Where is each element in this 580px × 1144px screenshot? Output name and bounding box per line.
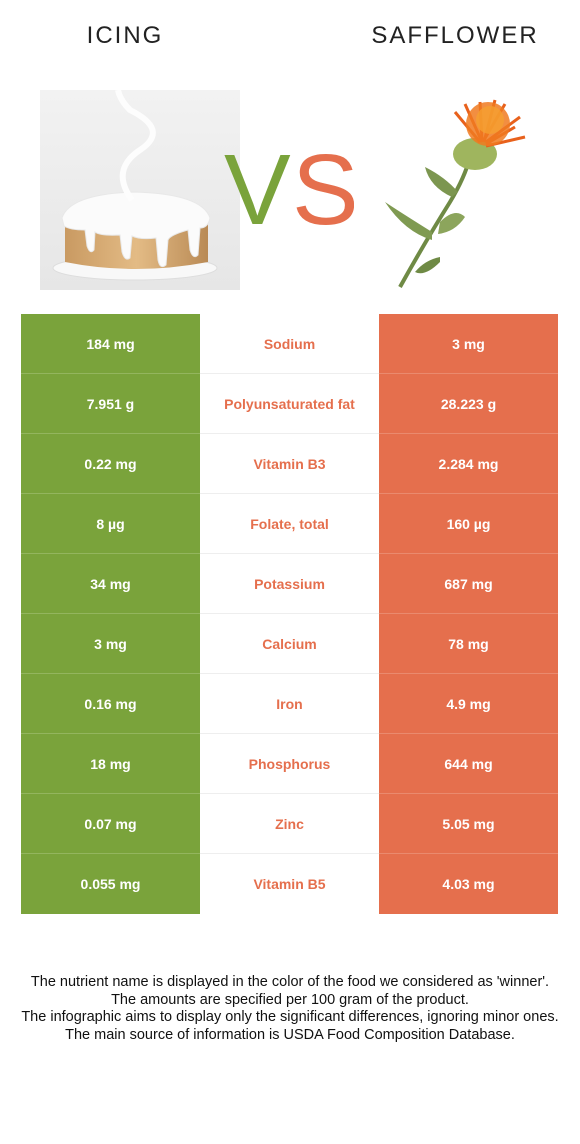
nutrient-name: Sodium [200, 314, 379, 374]
right-value: 644 mg [379, 734, 558, 794]
svg-text:S: S [292, 134, 354, 232]
nutrient-name: Zinc [200, 794, 379, 854]
nutrient-name: Vitamin B3 [200, 434, 379, 494]
nutrient-name: Potassium [200, 554, 379, 614]
svg-text:V: V [224, 134, 291, 232]
nutrient-name: Phosphorus [200, 734, 379, 794]
table-row: 34 mg Potassium 687 mg [21, 554, 558, 614]
right-value: 160 µg [379, 494, 558, 554]
table-row: 3 mg Calcium 78 mg [21, 614, 558, 674]
left-value: 34 mg [21, 554, 200, 614]
nutrient-name: Polyunsaturated fat [200, 374, 379, 434]
right-value: 4.9 mg [379, 674, 558, 734]
icing-cake-image [40, 90, 240, 290]
left-value: 0.22 mg [21, 434, 200, 494]
left-value: 18 mg [21, 734, 200, 794]
left-value: 8 µg [21, 494, 200, 554]
right-value: 78 mg [379, 614, 558, 674]
footer-note: The main source of information is USDA F… [65, 1026, 515, 1043]
nutrient-name: Iron [200, 674, 379, 734]
footer-note: The nutrient name is displayed in the co… [30, 974, 550, 990]
footer-note: The amounts are specified per 100 gram o… [111, 991, 469, 1008]
right-food-title: SAFFLOWER [371, 22, 539, 49]
right-value: 4.03 mg [379, 854, 558, 914]
nutrient-name: Vitamin B5 [200, 854, 379, 914]
right-value: 3 mg [379, 314, 558, 374]
table-row: 0.16 mg Iron 4.9 mg [21, 674, 558, 734]
left-value: 7.951 g [21, 374, 200, 434]
right-value: 5.05 mg [379, 794, 558, 854]
nutrient-name: Calcium [200, 614, 379, 674]
table-row: 0.055 mg Vitamin B5 4.03 mg [21, 854, 558, 914]
right-value: 28.223 g [379, 374, 558, 434]
nutrient-name: Folate, total [200, 494, 379, 554]
left-food-title: ICING [86, 22, 164, 49]
footer-note: The infographic aims to display only the… [21, 1009, 559, 1025]
left-value: 0.16 mg [21, 674, 200, 734]
right-value: 687 mg [379, 554, 558, 614]
table-row: 7.951 g Polyunsaturated fat 28.223 g [21, 374, 558, 434]
left-value: 3 mg [21, 614, 200, 674]
table-row: 0.22 mg Vitamin B3 2.284 mg [21, 434, 558, 494]
left-value: 184 mg [21, 314, 200, 374]
left-value: 0.07 mg [21, 794, 200, 854]
footer-notes: The nutrient name is displayed in the co… [15, 974, 565, 1044]
left-value: 0.055 mg [21, 854, 200, 914]
right-value: 2.284 mg [379, 434, 558, 494]
vs-logo: V S [224, 134, 354, 232]
table-row: 0.07 mg Zinc 5.05 mg [21, 794, 558, 854]
table-row: 184 mg Sodium 3 mg [21, 314, 558, 374]
table-row: 8 µg Folate, total 160 µg [21, 494, 558, 554]
safflower-image [385, 99, 526, 288]
nutrient-comparison-table: 184 mg Sodium 3 mg 7.951 g Polyunsaturat… [21, 314, 558, 914]
table-row: 18 mg Phosphorus 644 mg [21, 734, 558, 794]
